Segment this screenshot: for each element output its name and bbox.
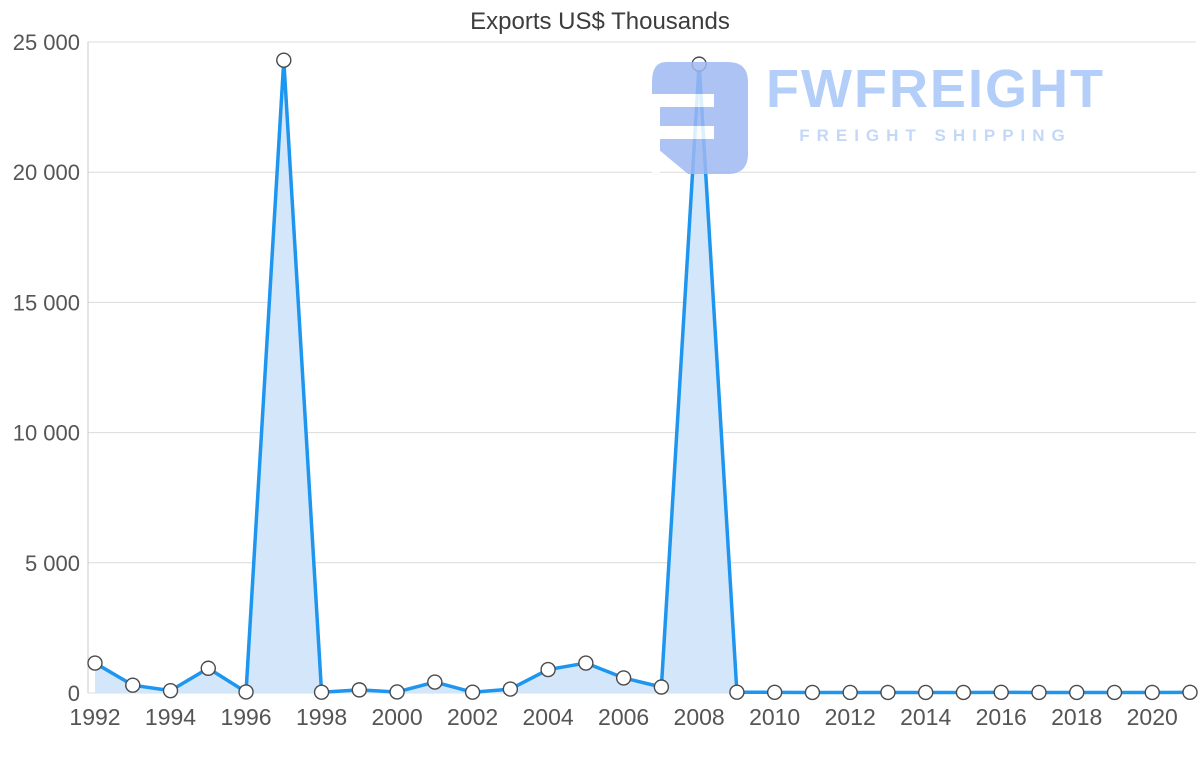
data-point-marker [464, 684, 481, 700]
data-point-marker [351, 682, 368, 698]
area-fill [95, 60, 1190, 693]
data-point-marker [238, 684, 254, 700]
data-point-marker [1069, 684, 1085, 701]
data-point-marker [87, 655, 103, 671]
data-point-marker [389, 684, 405, 700]
x-tick-label: 2012 [825, 704, 876, 730]
x-tick-label: 1998 [296, 704, 347, 730]
data-point-marker [615, 670, 632, 686]
x-tick-label: 2018 [1051, 704, 1102, 730]
data-point-marker [653, 679, 670, 695]
data-point-marker [880, 684, 896, 701]
x-tick-label: 1992 [69, 704, 120, 730]
data-point-marker [1144, 684, 1160, 701]
chart-title: Exports US$ Thousands [470, 8, 730, 35]
data-point-marker [578, 655, 594, 671]
data-point-marker [993, 684, 1009, 701]
x-tick-label: 2008 [674, 704, 725, 730]
x-tick-label: 1996 [220, 704, 271, 730]
data-point-marker [1182, 684, 1198, 701]
y-tick-label: 0 [68, 681, 80, 706]
y-tick-label: 10 000 [13, 421, 80, 446]
data-point-marker [313, 684, 330, 700]
x-tick-label: 2010 [749, 704, 800, 730]
data-point-marker [1031, 684, 1047, 701]
data-point-marker [540, 661, 556, 678]
data-point-marker [200, 660, 216, 676]
data-point-marker [766, 684, 783, 701]
y-tick-label: 25 000 [13, 30, 80, 55]
data-point-marker [1106, 684, 1123, 701]
x-tick-label: 1994 [145, 704, 196, 730]
data-point-marker [125, 677, 141, 693]
x-tick-label: 2006 [598, 704, 649, 730]
y-tick-label: 15 000 [13, 290, 80, 315]
x-tick-label: 2000 [371, 704, 422, 730]
data-point-marker [729, 684, 745, 700]
x-tick-label: 2002 [447, 704, 498, 730]
data-point-marker [842, 684, 858, 701]
data-point-marker [276, 52, 292, 68]
data-point-marker [427, 674, 443, 690]
data-point-marker [691, 56, 707, 72]
x-tick-label: 2020 [1127, 704, 1178, 730]
data-point-marker [502, 681, 519, 697]
x-tick-label: 2014 [900, 704, 951, 730]
data-point-marker [804, 684, 821, 701]
data-point-marker [917, 684, 934, 701]
data-point-marker [955, 684, 972, 701]
x-tick-label: 2004 [523, 704, 574, 730]
x-tick-label: 2016 [976, 704, 1027, 730]
data-point-marker [162, 682, 179, 699]
y-tick-label: 20 000 [13, 160, 80, 185]
y-tick-label: 5 000 [25, 551, 80, 576]
